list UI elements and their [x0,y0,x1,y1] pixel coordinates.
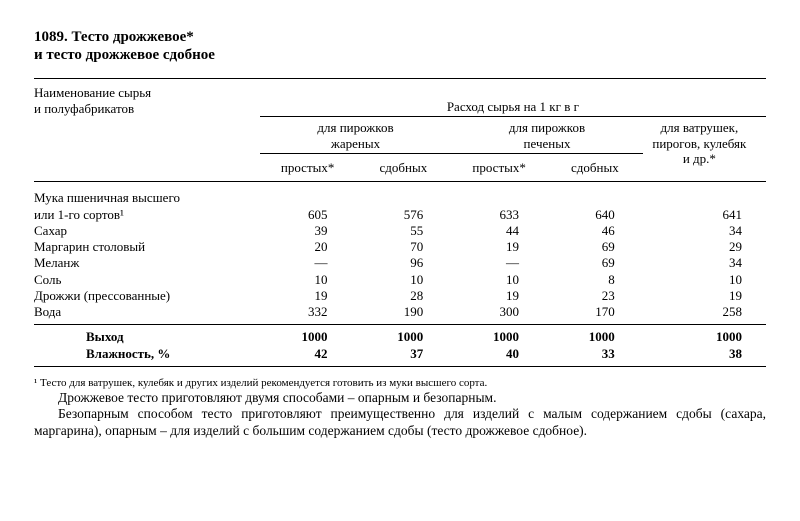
ingredient-name: Влажность, % [34,346,260,362]
value-cell [547,190,643,206]
value-cell: 20 [260,239,356,255]
value-cell: 1000 [451,329,547,345]
paragraph-1: Дрожжевое тесто приготовляют двумя спосо… [34,390,766,406]
value-cell: 10 [451,272,547,288]
footnote: ¹ Тесто для ватрушек, кулебяк и других и… [34,377,766,390]
table-row: Сахар3955444634 [34,223,766,239]
value-cell: 576 [356,207,452,223]
value-cell: 8 [547,272,643,288]
group3-1: для ватрушек, [661,120,739,135]
group3-3: и др.* [683,151,716,166]
value-cell: 28 [356,288,452,304]
value-cell: 19 [451,239,547,255]
table-row: Соль101010810 [34,272,766,288]
ingredient-name: Дрожжи (прессованные) [34,288,260,304]
value-cell: 55 [356,223,452,239]
value-cell: 70 [356,239,452,255]
value-cell: 69 [547,239,643,255]
value-cell: 19 [451,288,547,304]
table-row: Вода332190300170258 [34,304,766,320]
value-cell: 39 [260,223,356,239]
value-cell: 42 [260,346,356,362]
value-cell: 33 [547,346,643,362]
value-cell: 641 [643,207,766,223]
value-cell: 10 [356,272,452,288]
value-cell: 170 [547,304,643,320]
value-cell: 605 [260,207,356,223]
value-cell: 1000 [260,329,356,345]
value-cell: 10 [643,272,766,288]
group1-2: жареных [331,136,380,151]
value-cell: 29 [643,239,766,255]
value-cell: 10 [260,272,356,288]
value-cell: 640 [547,207,643,223]
title-line-2: и тесто дрожжевое сдобное [34,47,215,63]
value-cell: 37 [356,346,452,362]
group2-2: печеных [524,136,571,151]
value-cell: 44 [451,223,547,239]
value-cell: — [451,255,547,271]
sub3: простых* [451,158,547,178]
ingredients-table: Наименование сырья и полуфабрикатов Расх… [34,78,766,367]
value-cell [260,190,356,206]
table-row: Дрожжи (прессованные)1928192319 [34,288,766,304]
table-row: Влажность, %4237403338 [34,346,766,362]
value-cell [356,190,452,206]
table-row: Мука пшеничная высшего [34,190,766,206]
sub1: простых* [260,158,356,178]
ingredient-name: Маргарин столовый [34,239,260,255]
value-cell [643,190,766,206]
value-cell: 1000 [643,329,766,345]
value-cell [451,190,547,206]
value-cell: 96 [356,255,452,271]
value-cell: 1000 [356,329,452,345]
table-row: Меланж—96—6934 [34,255,766,271]
ingredient-name: Сахар [34,223,260,239]
value-cell: 190 [356,304,452,320]
consumption-header: Расход сырья на 1 кг в г [260,83,766,117]
name-header-1: Наименование сырья [34,85,151,100]
value-cell: 258 [643,304,766,320]
value-cell: 19 [260,288,356,304]
value-cell: 69 [547,255,643,271]
value-cell: 300 [451,304,547,320]
table-row: Маргарин столовый2070196929 [34,239,766,255]
value-cell: 1000 [547,329,643,345]
group2-1: для пирожков [509,120,585,135]
value-cell: 23 [547,288,643,304]
value-cell: — [260,255,356,271]
sub2: сдобных [356,158,452,178]
ingredient-name: Меланж [34,255,260,271]
ingredient-name: Вода [34,304,260,320]
value-cell: 19 [643,288,766,304]
ingredient-name: Мука пшеничная высшего [34,190,260,206]
value-cell: 34 [643,223,766,239]
value-cell: 40 [451,346,547,362]
value-cell: 332 [260,304,356,320]
title-line-1: 1089. Тесто дрожжевое* [34,29,194,45]
table-row: Выход10001000100010001000 [34,329,766,345]
paragraph-2: Безопарным способом тесто приготовляют п… [34,406,766,438]
ingredient-name: или 1-го сортов¹ [34,207,260,223]
ingredient-name: Выход [34,329,260,345]
ingredient-name: Соль [34,272,260,288]
value-cell: 38 [643,346,766,362]
recipe-title: 1089. Тесто дрожжевое* и тесто дрожжевое… [34,28,766,64]
table-row: или 1-го сортов¹605576633640641 [34,207,766,223]
group3-2: пирогов, кулебяк [652,136,746,151]
name-header-2: и полуфабрикатов [34,101,134,116]
value-cell: 46 [547,223,643,239]
value-cell: 633 [451,207,547,223]
sub4: сдобных [547,158,643,178]
value-cell: 34 [643,255,766,271]
group1-1: для пирожков [317,120,393,135]
